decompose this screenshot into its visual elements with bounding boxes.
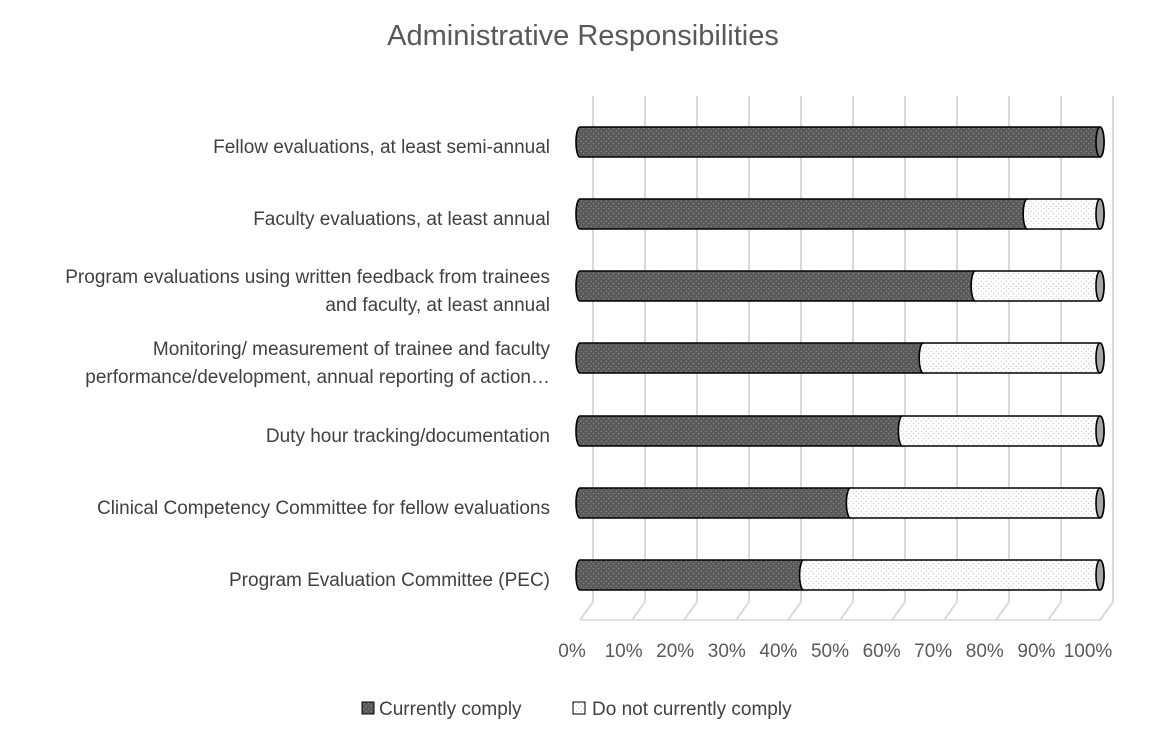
category-label: and faculty, at least annual [325, 295, 550, 316]
bar-end-cap [1095, 559, 1105, 591]
gridline-floor [995, 601, 1010, 621]
gridline-floor [839, 601, 854, 621]
legend-swatch [361, 701, 375, 715]
x-tick-label: 80% [966, 641, 1004, 662]
bar-do-not-comply [1022, 198, 1105, 230]
gridline-floor [891, 601, 906, 621]
bar-end-cap [1095, 487, 1105, 519]
legend-label: Currently comply [379, 699, 522, 720]
legend-swatch [572, 701, 586, 715]
category-label: Fellow evaluations, at least semi-annual [213, 137, 550, 158]
category-label: Clinical Competency Committee for fellow… [97, 498, 550, 519]
x-axis-ticks: 0% 10% 20% 30% 40% 50% 60% 70% 80% 90% 100% [558, 641, 1112, 662]
gridline-floor [631, 601, 646, 621]
category-label: Faculty evaluations, at least annual [253, 209, 550, 230]
category-labels: Fellow evaluations, at least semi-annual… [65, 137, 550, 591]
bar-currently-comply [575, 342, 928, 374]
bar-do-not-comply [897, 415, 1105, 447]
bar-do-not-comply [845, 487, 1105, 519]
x-tick-label: 60% [863, 641, 901, 662]
bar-currently-comply [575, 415, 908, 447]
bar-currently-comply [575, 198, 1032, 230]
gridline-floor [1047, 601, 1062, 621]
chart-title: Administrative Responsibilities [387, 20, 779, 52]
bar-currently-comply [575, 487, 856, 519]
bar-end-cap [1095, 342, 1105, 374]
category-label: Monitoring/ measurement of trainee and f… [153, 339, 551, 360]
legend-label: Do not currently comply [592, 699, 792, 720]
x-tick-label: 70% [914, 641, 952, 662]
bar-do-not-comply [970, 270, 1105, 302]
bars [575, 126, 1105, 591]
legend: Currently comply Do not currently comply [361, 699, 792, 720]
bar-currently-comply [575, 270, 980, 302]
x-tick-label: 20% [656, 641, 694, 662]
x-tick-label: 30% [708, 641, 746, 662]
category-label: performance/development, annual reportin… [85, 367, 550, 388]
bar-currently-comply [575, 559, 809, 591]
bar-currently-comply [575, 126, 1105, 158]
bar-do-not-comply [918, 342, 1105, 374]
x-tick-label: 0% [558, 641, 586, 662]
category-label: Program evaluations using written feedba… [65, 267, 550, 288]
x-tick-label: 10% [605, 641, 643, 662]
bar-end-cap [1095, 126, 1105, 158]
bar-do-not-comply [798, 559, 1105, 591]
category-label: Program Evaluation Committee (PEC) [229, 570, 550, 591]
category-label: Duty hour tracking/documentation [266, 426, 550, 447]
gridline-floor [683, 601, 698, 621]
gridline-floor [1099, 601, 1114, 621]
x-tick-label: 40% [759, 641, 797, 662]
bar-end-cap [1095, 270, 1105, 302]
bar-end-cap [1095, 198, 1105, 230]
x-tick-label: 90% [1017, 641, 1055, 662]
gridline-floor [735, 601, 750, 621]
x-tick-label: 100% [1064, 641, 1113, 662]
gridline-floor [579, 601, 594, 621]
bar-end-cap [1095, 415, 1105, 447]
x-tick-label: 50% [811, 641, 849, 662]
gridline-floor [943, 601, 958, 621]
gridline-floor [787, 601, 802, 621]
